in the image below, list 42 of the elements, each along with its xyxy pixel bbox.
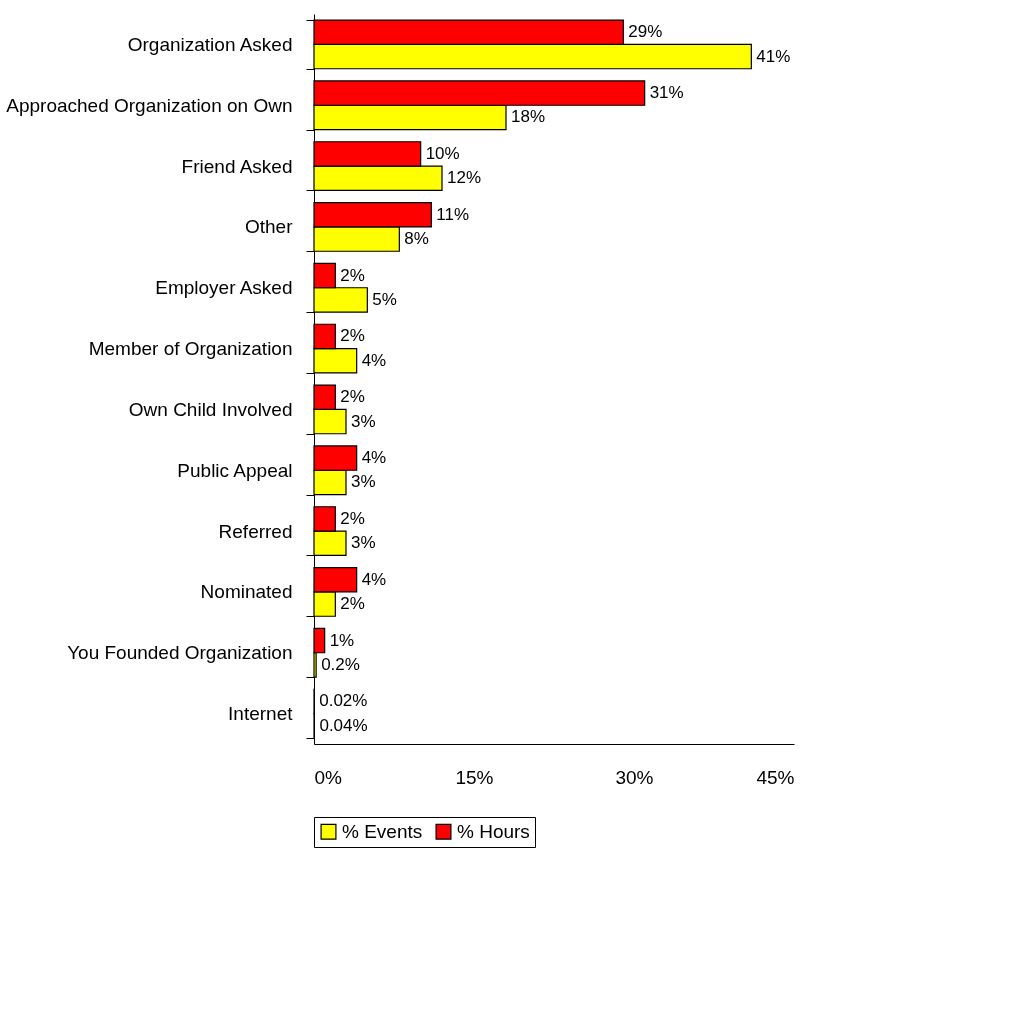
data-label: 2% bbox=[340, 508, 365, 528]
y-tick-label: Nominated bbox=[200, 581, 293, 603]
data-label: 0.02% bbox=[319, 691, 368, 711]
y-tick-label: Employer Asked bbox=[155, 277, 293, 299]
y-tick-label: You Founded Organization bbox=[67, 642, 293, 664]
y-tick-label: Organization Asked bbox=[127, 33, 293, 55]
legend-label: % Events bbox=[342, 820, 423, 842]
data-label: 18% bbox=[511, 107, 546, 127]
data-label: 2% bbox=[340, 265, 365, 285]
data-label: 2% bbox=[340, 326, 365, 346]
data-label: 4% bbox=[361, 350, 387, 370]
data-label: 41% bbox=[756, 46, 791, 66]
y-tick-label: Member of Organization bbox=[88, 338, 293, 360]
data-label: 2% bbox=[340, 594, 365, 614]
data-label: 0.2% bbox=[321, 654, 360, 674]
data-label: 1% bbox=[329, 630, 355, 650]
data-label: 31% bbox=[649, 83, 684, 103]
data-label: 29% bbox=[628, 22, 663, 42]
data-label: 10% bbox=[425, 143, 460, 163]
data-label: 0.04% bbox=[319, 715, 368, 735]
data-label: 3% bbox=[351, 411, 376, 431]
data-label: 4% bbox=[361, 448, 387, 468]
data-label: 11% bbox=[436, 204, 470, 224]
x-tick-label: 30% bbox=[615, 766, 654, 788]
x-tick-label: 0% bbox=[314, 766, 343, 788]
data-label: 4% bbox=[361, 569, 387, 589]
data-label: 8% bbox=[404, 229, 429, 249]
y-tick-label: Public Appeal bbox=[177, 459, 293, 481]
y-tick-label: Other bbox=[244, 216, 294, 238]
x-tick-label: 15% bbox=[455, 766, 494, 788]
y-tick-label: Internet bbox=[228, 703, 294, 725]
y-tick-label: Friend Asked bbox=[181, 155, 293, 177]
y-tick-label: Referred bbox=[218, 520, 293, 542]
data-label: 12% bbox=[447, 168, 482, 188]
data-label: 5% bbox=[372, 289, 397, 309]
legend-label: % Hours bbox=[457, 820, 530, 842]
data-label: 3% bbox=[351, 533, 376, 553]
data-label: 2% bbox=[340, 387, 365, 407]
x-tick-label: 45% bbox=[756, 766, 795, 788]
data-label: 3% bbox=[351, 472, 376, 492]
y-tick-label: Approached Organization on Own bbox=[6, 94, 293, 116]
y-tick-label: Own Child Involved bbox=[128, 398, 293, 420]
